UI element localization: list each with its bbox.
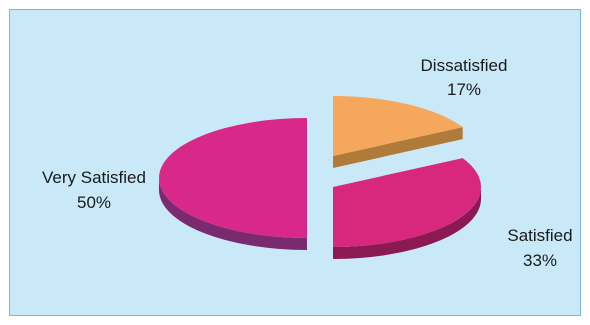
slice-label-satisfied: Satisfied bbox=[507, 226, 572, 245]
slice-label-dissatisfied: Dissatisfied bbox=[421, 56, 508, 75]
slice-value-satisfied: 33% bbox=[523, 251, 557, 270]
slice-value-dissatisfied: 17% bbox=[447, 80, 481, 99]
pie-slice-dissatisfied bbox=[333, 96, 463, 156]
slice-value-very-satisfied: 50% bbox=[77, 193, 111, 212]
slice-label-very-satisfied: Very Satisfied bbox=[42, 168, 146, 187]
pie-slice-face-dissatisfied bbox=[333, 127, 463, 168]
pie-slice-satisfied bbox=[333, 158, 481, 247]
pie-slice-very-satisfied bbox=[159, 118, 307, 238]
